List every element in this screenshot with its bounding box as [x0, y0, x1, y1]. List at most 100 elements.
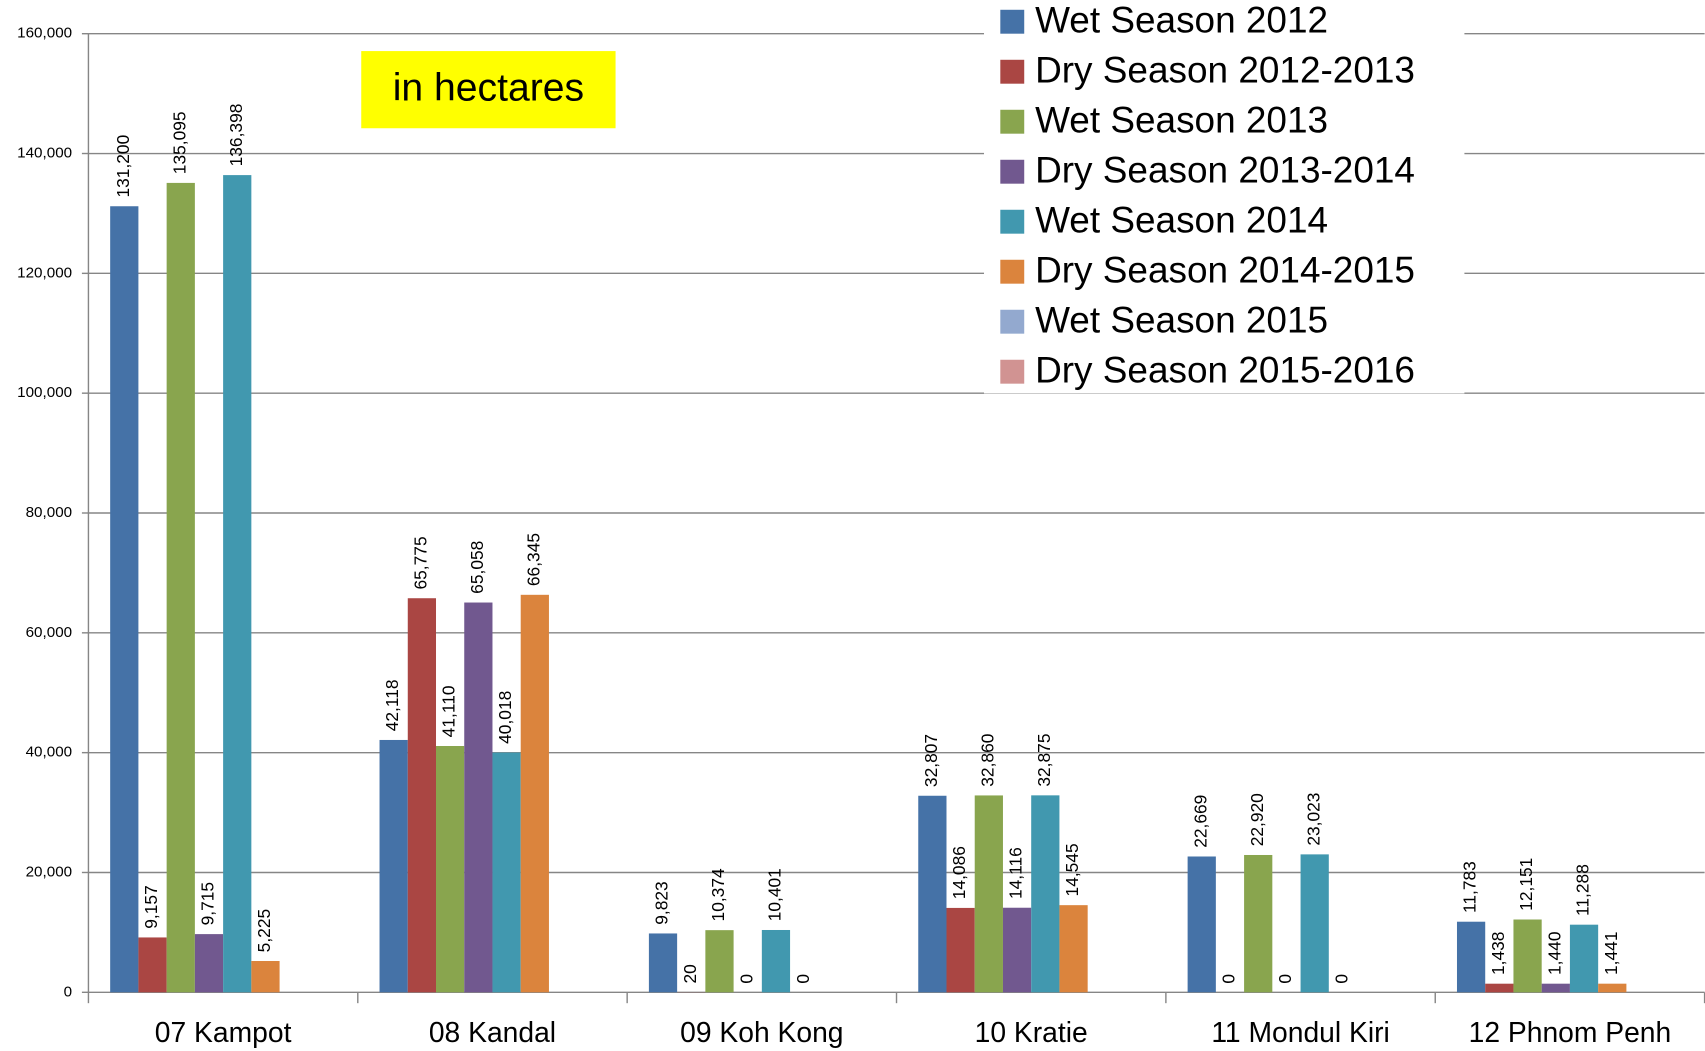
- annotation-box: [361, 51, 616, 129]
- bar: [379, 739, 408, 993]
- value-label: 40,018: [495, 691, 515, 744]
- value-label: 20: [680, 964, 700, 983]
- value-label: 65,058: [467, 541, 487, 594]
- value-label: 65,775: [410, 536, 430, 589]
- annotation: in hectares: [393, 67, 584, 110]
- legend-swatch: [1000, 9, 1025, 34]
- value-label: 131,200: [113, 135, 133, 198]
- value-label: 11,783: [1460, 861, 1480, 913]
- bar: [464, 602, 493, 993]
- legend-label: Wet Season 2014: [1035, 200, 1328, 241]
- bar: [110, 206, 139, 993]
- bar: [1541, 983, 1570, 993]
- bar: [436, 746, 465, 993]
- legend-swatch: [1000, 59, 1025, 84]
- bar: [705, 930, 734, 993]
- bar: [1187, 856, 1216, 993]
- bar: [1598, 983, 1627, 993]
- y-tick-label: 40,000: [26, 744, 73, 761]
- y-tick-label: 0: [64, 983, 72, 1000]
- bar: [946, 907, 975, 993]
- value-label: 0: [1275, 974, 1295, 984]
- legend-swatch: [1000, 159, 1025, 184]
- bar: [1002, 907, 1032, 993]
- legend-swatch: [1000, 359, 1025, 384]
- bar: [223, 175, 252, 993]
- bar: [407, 598, 437, 993]
- y-tick-label: 100,000: [17, 384, 72, 401]
- value-label: 22,920: [1247, 793, 1267, 846]
- legend-swatch: [1000, 109, 1025, 134]
- bar: [520, 594, 549, 993]
- legend-label: Wet Season 2013: [1035, 100, 1328, 141]
- bar: [194, 934, 224, 993]
- legend-swatch: [1000, 309, 1025, 334]
- bar: [1569, 924, 1599, 993]
- legend-label: Wet Season 2012: [1035, 0, 1328, 41]
- x-tick-label: 12 Phnom Penh: [1469, 1016, 1672, 1048]
- bar: [1300, 854, 1329, 993]
- value-label: 32,875: [1034, 733, 1054, 786]
- value-label: 14,116: [1006, 847, 1026, 899]
- value-label: 10,374: [708, 868, 728, 921]
- bar: [648, 933, 678, 993]
- legend: Wet Season 2012 Dry Season 2012-2013 Wet S…: [1000, 0, 1415, 391]
- legend-label: Dry Season 2014-2015: [1035, 250, 1415, 291]
- value-label: 41,110: [439, 685, 459, 737]
- x-tick-label: 11 Mondul Kiri: [1211, 1016, 1389, 1048]
- bar: [1456, 921, 1486, 993]
- bar: [492, 752, 521, 993]
- y-tick-label: 20,000: [26, 863, 73, 880]
- value-label: 14,086: [949, 846, 969, 899]
- legend-label: Dry Season 2015-2016: [1035, 350, 1415, 391]
- legend-label: Dry Season 2013-2014: [1035, 150, 1415, 191]
- value-label: 32,807: [921, 734, 941, 787]
- value-label: 12,151: [1516, 858, 1536, 911]
- value-label: 22,669: [1190, 795, 1210, 848]
- bar: [251, 961, 280, 993]
- value-label: 136,398: [226, 104, 246, 167]
- bar: [138, 937, 167, 993]
- bar: [1513, 919, 1542, 993]
- bar: [1485, 983, 1514, 993]
- value-label: 0: [1332, 974, 1352, 984]
- x-tick-label: 09 Koh Kong: [680, 1016, 843, 1048]
- value-label: 0: [1219, 974, 1239, 984]
- bar: [1031, 795, 1060, 993]
- value-label: 10,401: [765, 868, 785, 921]
- legend-swatch: [1000, 209, 1025, 234]
- bar: [1244, 854, 1273, 993]
- x-tick-label: 08 Kandal: [429, 1016, 556, 1048]
- bar: [974, 795, 1003, 993]
- value-label: 11,288: [1573, 864, 1593, 916]
- value-label: 9,823: [652, 881, 672, 924]
- bar: [166, 182, 195, 993]
- legend-label: Wet Season 2015: [1035, 300, 1328, 341]
- value-label: 9,715: [198, 882, 218, 925]
- legend-box: [984, 0, 1465, 394]
- bar: [1059, 905, 1088, 993]
- y-tick-label: 120,000: [17, 264, 72, 281]
- y-tick-label: 80,000: [26, 504, 73, 521]
- x-tick-label: 07 Kampot: [155, 1016, 292, 1048]
- value-label: 0: [736, 974, 756, 984]
- legend-label: Dry Season 2012-2013: [1035, 50, 1415, 91]
- bar: [918, 795, 947, 993]
- bars: 131,200 9,157 135,095 9,715 136,398 5,225 42,1…: [110, 104, 1627, 993]
- x-tick-label: 10 Kratie: [975, 1016, 1088, 1048]
- value-label: 42,118: [382, 679, 402, 731]
- value-label: 14,545: [1062, 843, 1082, 896]
- y-tick-label: 60,000: [26, 624, 73, 641]
- value-label: 1,438: [1488, 932, 1508, 975]
- value-label: 5,225: [254, 909, 274, 952]
- legend-swatch: [1000, 259, 1025, 284]
- y-tick-label: 140,000: [17, 145, 72, 162]
- value-label: 135,095: [169, 111, 189, 174]
- value-label: 66,345: [523, 533, 543, 586]
- y-tick-label: 160,000: [17, 25, 72, 42]
- value-label: 1,441: [1601, 931, 1621, 974]
- value-label: 1,440: [1544, 932, 1564, 975]
- value-label: 0: [793, 974, 813, 984]
